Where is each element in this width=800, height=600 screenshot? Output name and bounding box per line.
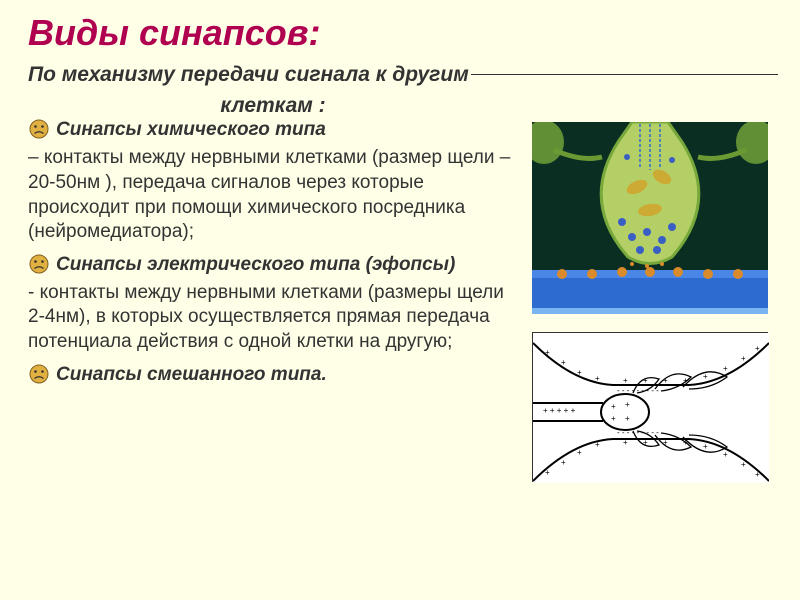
svg-text:+: + bbox=[755, 470, 760, 479]
svg-text:- - - - - - - - -: - - - - - - - - - bbox=[617, 428, 659, 437]
svg-text:+: + bbox=[683, 376, 688, 385]
svg-text:+: + bbox=[755, 344, 760, 353]
svg-text:+: + bbox=[595, 374, 600, 383]
svg-text:+ + + + +: + + + + + bbox=[543, 406, 576, 415]
list-item: Синапсы смешанного типа. bbox=[28, 363, 518, 387]
subtitle-line1: По механизму передачи сигнала к другим bbox=[28, 62, 469, 87]
svg-text:+: + bbox=[703, 372, 708, 381]
svg-text:+: + bbox=[625, 400, 630, 409]
bullet-2: Синапсы электрического типа (эфопсы) bbox=[56, 253, 455, 277]
svg-text:+: + bbox=[561, 458, 566, 467]
svg-text:+: + bbox=[561, 358, 566, 367]
list-item: Синапсы химического типа bbox=[28, 118, 518, 142]
svg-text:+: + bbox=[703, 442, 708, 451]
sad-face-icon bbox=[28, 253, 50, 275]
bullet-1: Синапсы химического типа bbox=[56, 118, 326, 142]
electrical-synapse-figure: + + + + + + + + + + + + + + + + + + + + + + + + + + + + + … bbox=[532, 332, 768, 482]
sad-face-icon bbox=[28, 118, 50, 140]
svg-text:+: + bbox=[611, 414, 616, 423]
svg-text:+: + bbox=[723, 364, 728, 373]
svg-text:+: + bbox=[623, 376, 628, 385]
svg-text:+: + bbox=[663, 376, 668, 385]
svg-text:+: + bbox=[545, 348, 550, 357]
svg-text:+: + bbox=[643, 438, 648, 447]
image-column: + + + + + + + + + + + + + + + + + + + + + + + + + + + + + … bbox=[532, 118, 772, 482]
subtitle-underline bbox=[471, 74, 778, 75]
slide-title: Виды синапсов: bbox=[28, 12, 778, 54]
svg-text:+: + bbox=[741, 460, 746, 469]
svg-text:+: + bbox=[611, 402, 616, 411]
paragraph-2: - контакты между нервными клетками (разм… bbox=[28, 281, 518, 355]
bullet-3: Синапсы смешанного типа. bbox=[56, 363, 327, 387]
chemical-synapse-figure bbox=[532, 122, 768, 314]
svg-text:+: + bbox=[577, 448, 582, 457]
sad-face-icon bbox=[28, 363, 50, 385]
svg-text:+: + bbox=[643, 376, 648, 385]
subtitle-line2: клеткам : bbox=[28, 93, 518, 118]
svg-text:+: + bbox=[577, 368, 582, 377]
paragraph-1: – контакты между нервными клетками (разм… bbox=[28, 146, 518, 245]
svg-text:+: + bbox=[595, 440, 600, 449]
svg-text:+: + bbox=[545, 468, 550, 477]
text-column: Синапсы химического типа – контакты межд… bbox=[28, 118, 518, 482]
svg-text:+: + bbox=[723, 450, 728, 459]
svg-text:+: + bbox=[683, 438, 688, 447]
svg-text:+: + bbox=[741, 354, 746, 363]
list-item: Синапсы электрического типа (эфопсы) bbox=[28, 253, 518, 277]
svg-text:+: + bbox=[625, 414, 630, 423]
subtitle-block: По механизму передачи сигнала к другим к… bbox=[28, 62, 778, 118]
svg-text:- - - - - - - - -: - - - - - - - - - bbox=[617, 386, 659, 395]
svg-text:+: + bbox=[663, 438, 668, 447]
svg-text:+: + bbox=[623, 438, 628, 447]
